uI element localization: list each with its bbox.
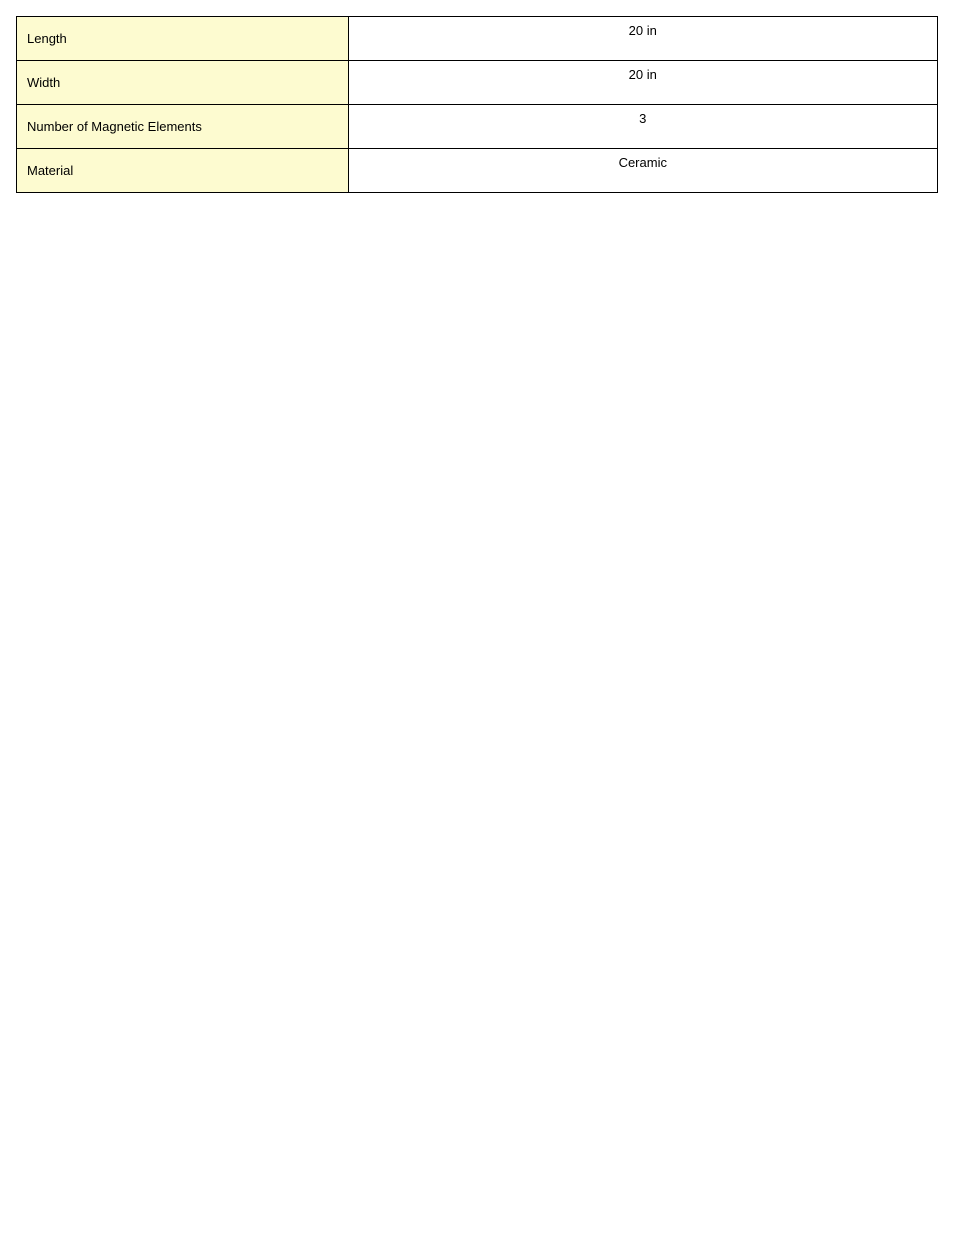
spec-label: Length [17, 17, 349, 61]
table-row: Number of Magnetic Elements 3 [17, 105, 938, 149]
spec-value: Ceramic [348, 149, 937, 193]
spec-label: Number of Magnetic Elements [17, 105, 349, 149]
spec-value: 20 in [348, 61, 937, 105]
spec-table: Length 20 in Width 20 in Number of Magne… [16, 16, 938, 193]
spec-value: 3 [348, 105, 937, 149]
spec-label: Width [17, 61, 349, 105]
table-row: Length 20 in [17, 17, 938, 61]
table-row: Material Ceramic [17, 149, 938, 193]
spec-label: Material [17, 149, 349, 193]
spec-value: 20 in [348, 17, 937, 61]
table-row: Width 20 in [17, 61, 938, 105]
